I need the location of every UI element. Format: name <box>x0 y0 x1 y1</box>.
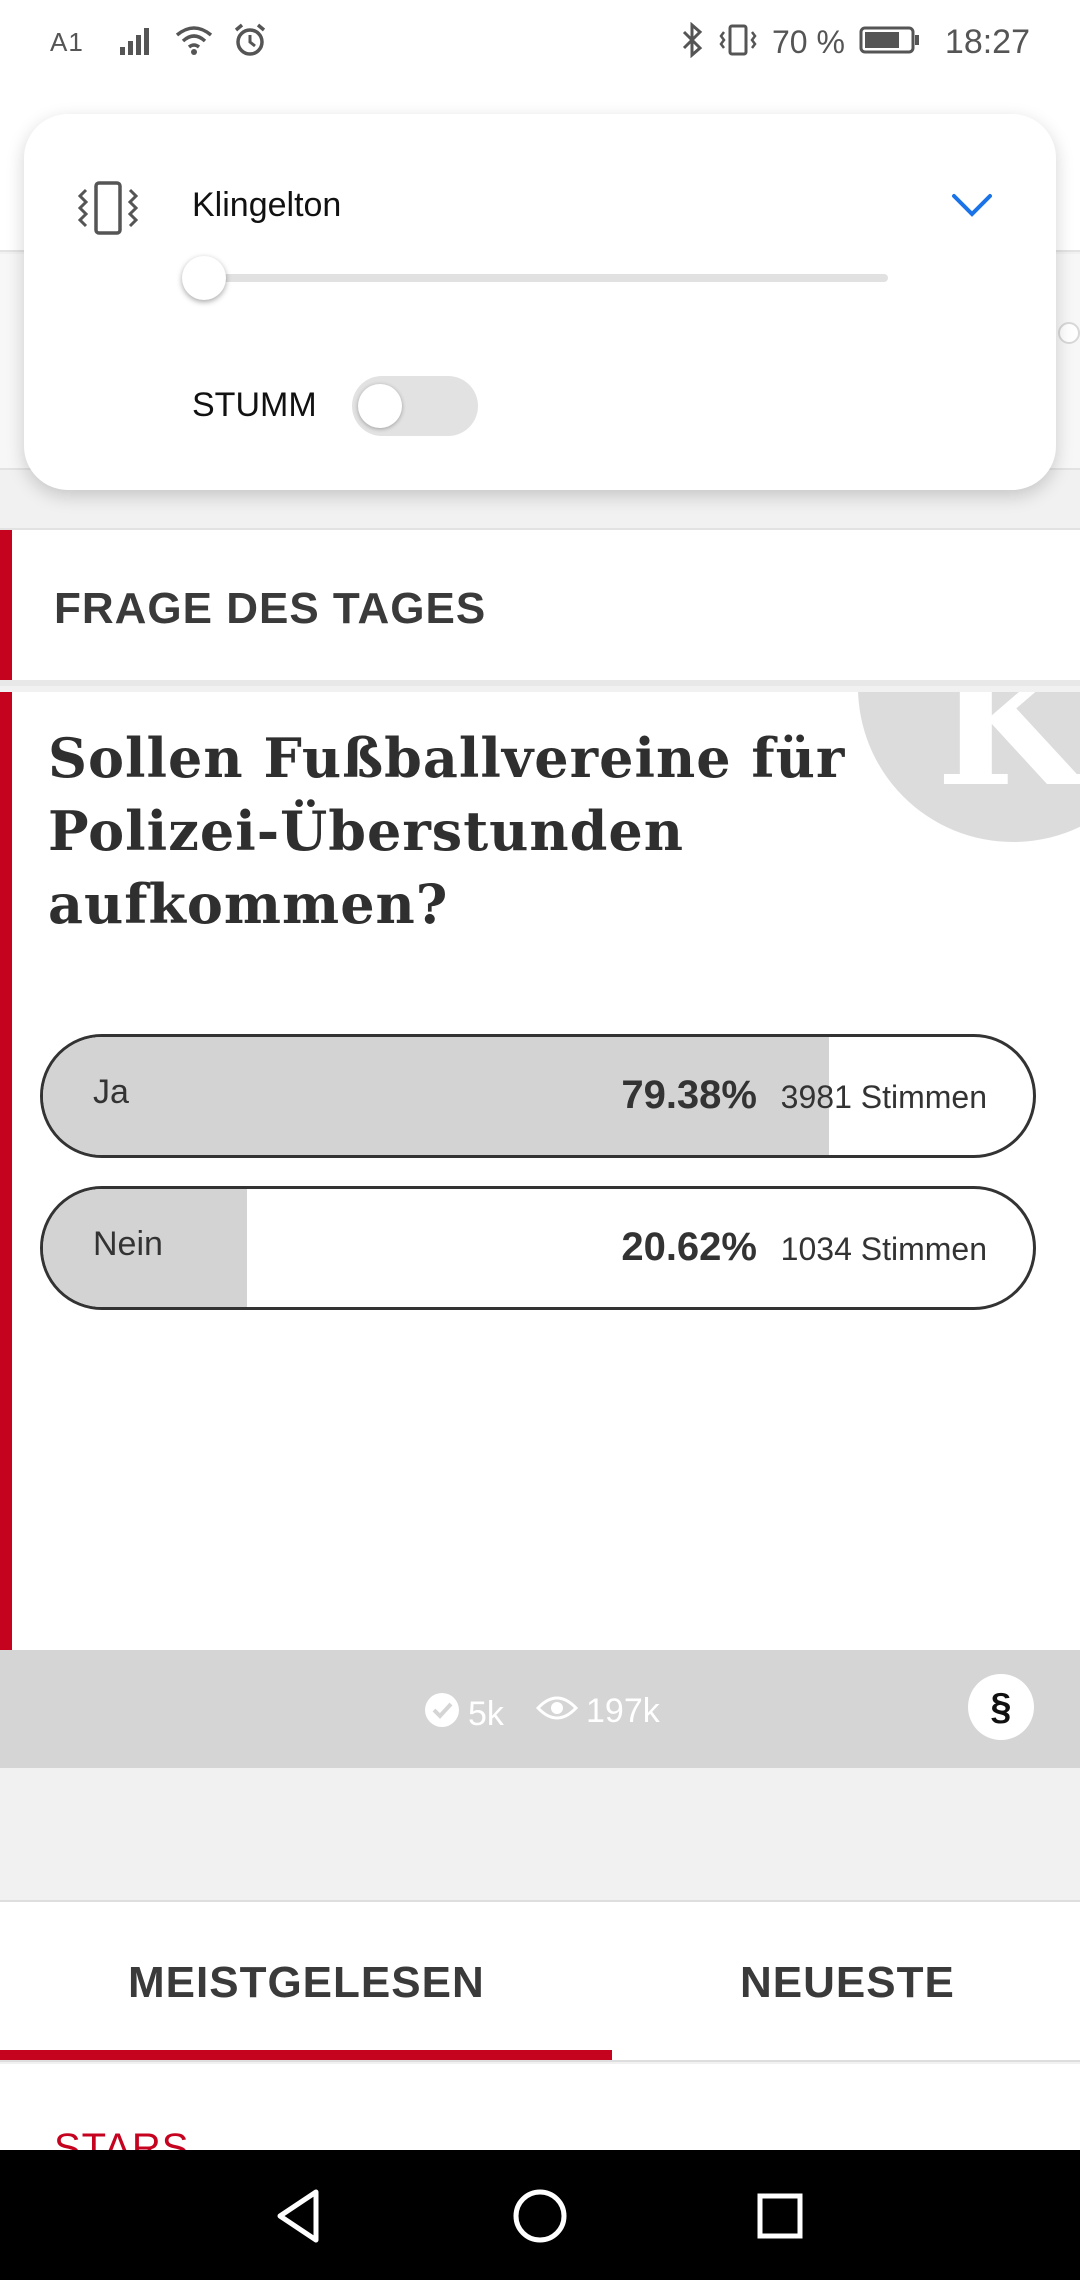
category-label[interactable]: STARS <box>54 2126 190 2152</box>
poll-option-nein[interactable]: Nein 20.62% 1034 Stimmen <box>40 1186 1036 1310</box>
votes-count: 5k <box>468 1695 504 1733</box>
recents-icon[interactable] <box>748 2184 812 2248</box>
votes-stat: 5k <box>424 1692 504 1737</box>
poll-option-ja[interactable]: Ja 79.38% 3981 Stimmen <box>40 1034 1036 1158</box>
wifi-icon <box>174 24 214 61</box>
navigation-bar <box>0 2150 1080 2280</box>
tab-meistgelesen[interactable]: MEISTGELESEN <box>128 1958 485 2007</box>
section-title: FRAGE DES TAGES <box>54 584 487 633</box>
views-stat: 197k <box>535 1692 660 1731</box>
battery-icon <box>859 25 921 60</box>
watermark-letter: K <box>936 692 1080 825</box>
back-icon[interactable] <box>268 2184 332 2248</box>
stats-bar: 5k 197k § <box>0 1650 1080 1768</box>
background-radio <box>1058 322 1080 344</box>
mute-toggle[interactable] <box>352 376 478 436</box>
eye-icon <box>535 1692 579 1731</box>
poll-result-bar <box>43 1189 248 1307</box>
tab-neueste[interactable]: NEUESTE <box>740 1958 955 2007</box>
status-bar-right: 70 % 18:27 <box>680 21 1030 63</box>
poll-option-percent: 79.38% <box>621 1073 757 1117</box>
article-tabs: MEISTGELESEN NEUESTE <box>0 1900 1080 2062</box>
active-tab-indicator <box>0 2050 612 2060</box>
volume-slider-track[interactable] <box>204 274 888 282</box>
mute-toggle-knob <box>358 384 402 428</box>
views-count: 197k <box>586 1692 660 1730</box>
poll-option-percent: 20.62% <box>621 1225 757 1269</box>
clock: 18:27 <box>944 23 1030 61</box>
brand-watermark-logo: K <box>858 692 1080 842</box>
poll-option-label: Nein <box>93 1225 163 1263</box>
status-bar-left: A1 <box>50 22 268 63</box>
accent-stripe <box>0 692 12 1650</box>
accent-stripe <box>0 530 12 680</box>
vibrate-icon <box>718 22 758 63</box>
alarm-icon <box>232 22 268 63</box>
volume-panel: Klingelton STUMM <box>24 114 1056 490</box>
poll-option-label: Ja <box>93 1073 129 1111</box>
carrier-label: A1 <box>50 27 84 57</box>
signal-icon <box>118 25 156 60</box>
volume-slider-thumb[interactable] <box>182 256 226 300</box>
chevron-down-icon[interactable] <box>950 190 994 220</box>
poll-result-bar <box>43 1037 829 1155</box>
question-card-header: FRAGE DES TAGES <box>0 528 1080 686</box>
battery-percent: 70 % <box>771 24 845 60</box>
volume-stream-title: Klingelton <box>192 186 342 224</box>
home-icon[interactable] <box>508 2184 572 2248</box>
question-card-body: K Sollen Fußballvereine für Polizei-Über… <box>0 692 1080 1650</box>
poll-question: Sollen Fußballvereine für Polizei-Überst… <box>48 726 846 936</box>
check-circle-icon <box>424 1692 460 1737</box>
bluetooth-icon <box>680 21 704 63</box>
paragraph-button[interactable]: § <box>968 1674 1034 1740</box>
poll-option-votes: 1034 Stimmen <box>780 1231 987 1267</box>
status-bar: A1 70 % 18:27 <box>0 0 1080 92</box>
mute-label: STUMM <box>192 386 317 424</box>
article-list: STARS <box>0 2064 1080 2152</box>
vibrate-mode-icon[interactable] <box>74 178 142 238</box>
poll-option-votes: 3981 Stimmen <box>780 1079 987 1115</box>
